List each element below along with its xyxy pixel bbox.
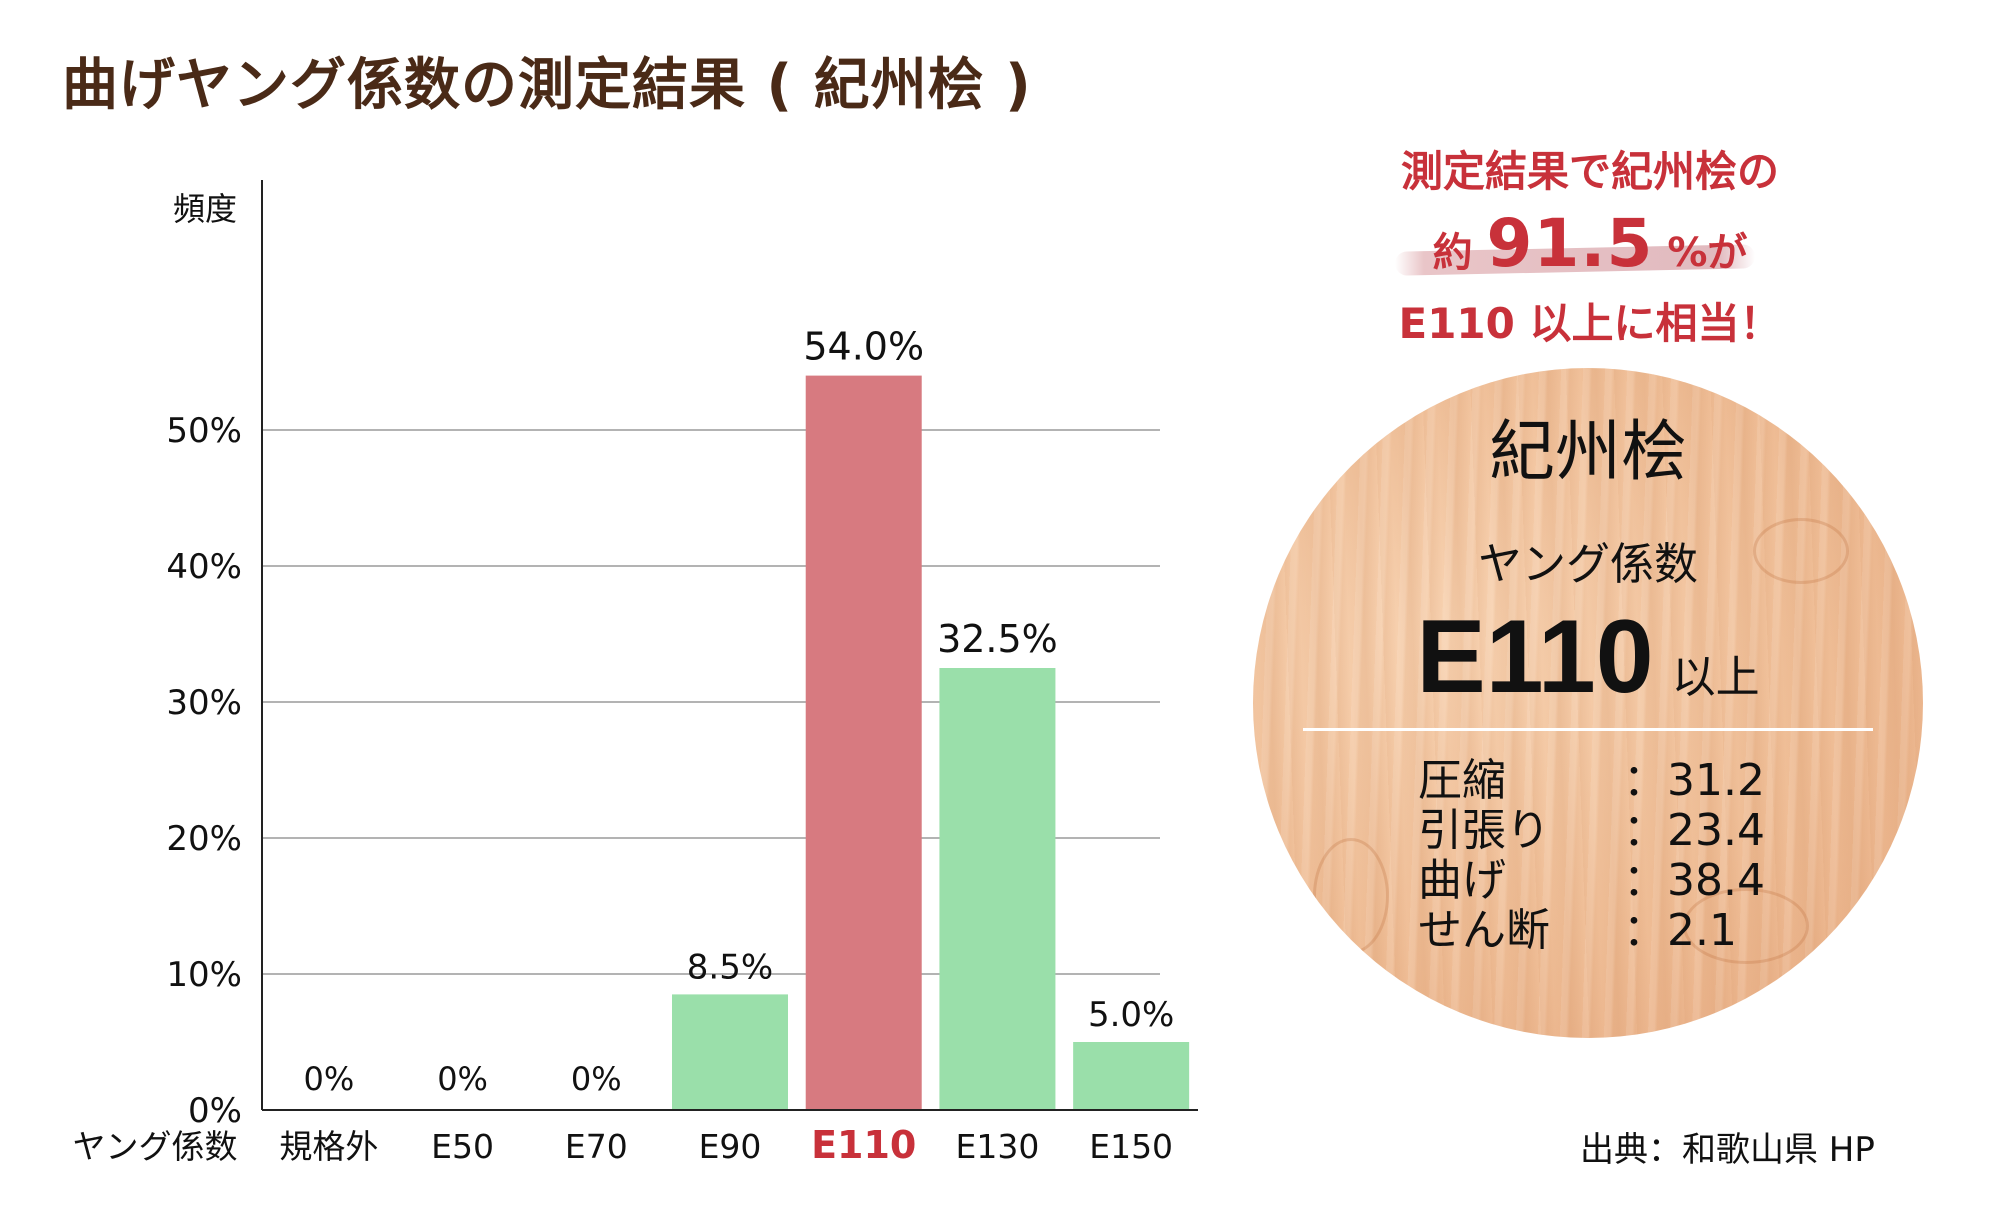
x-tick-label: E90 xyxy=(699,1127,762,1166)
x-tick-label: E110 xyxy=(811,1123,916,1167)
axes xyxy=(261,180,1198,1111)
callout-line-1: 測定結果で紀州桧の xyxy=(1400,147,1779,196)
strength-specs: 圧縮 ：31.2 引張り ：23.4 曲げ ：38.4 せん断 ：2.1 xyxy=(1418,756,1765,956)
x-tick-label: E50 xyxy=(431,1127,494,1166)
y-tick-label: 40% xyxy=(166,547,242,587)
wood-knot xyxy=(1313,838,1389,954)
y-axis-label: 頻度 xyxy=(173,190,237,228)
bar-E130 xyxy=(939,668,1056,1110)
bar-E150 xyxy=(1073,1042,1190,1110)
spec-label: せん断 xyxy=(1418,905,1550,956)
data-label: 5.0% xyxy=(1088,995,1174,1035)
wood-circle-panel: 紀州桧 ヤング係数 E110 以上 圧縮 ：31.2 引張り ：23.4 曲げ ：38.… xyxy=(1253,368,1923,1038)
x-tick-label: 規格外 xyxy=(279,1127,378,1166)
spec-value: ：23.4 xyxy=(1623,805,1765,856)
callout-percentage: 91.5 xyxy=(1486,205,1654,282)
y-tick-label: 30% xyxy=(166,683,242,723)
spec-label: 圧縮 xyxy=(1418,755,1506,806)
spec-label: 曲げ xyxy=(1418,855,1506,906)
data-label: 8.5% xyxy=(687,947,773,987)
y-tick-labels: 0% 10% 20% 30% 40% 50% xyxy=(166,411,242,1131)
data-labels: 0% 0% 0% 8.5% 54.0% 32.5% 5.0% xyxy=(303,325,1174,1098)
bar-E90 xyxy=(672,994,788,1110)
chart-title: 曲げヤング係数の測定結果 ( 紀州桧 ) xyxy=(62,53,1032,118)
y-tick-label: 0% xyxy=(188,1091,242,1131)
spec-row: 圧縮 ：31.2 xyxy=(1418,756,1765,806)
y-tick-label: 10% xyxy=(166,955,242,995)
callout-prefix: 約 xyxy=(1432,230,1473,276)
modulus-label: ヤング係数 xyxy=(1478,539,1698,590)
data-label: 0% xyxy=(303,1060,354,1098)
x-tick-label: E150 xyxy=(1089,1127,1173,1166)
callout-line-2: 約 91.5 %が xyxy=(1290,205,1890,282)
spec-label: 引張り xyxy=(1418,805,1550,856)
wood-name: 紀州桧 xyxy=(1489,413,1687,490)
x-tick-label: E130 xyxy=(956,1127,1040,1166)
y-tick-label: 20% xyxy=(166,819,242,859)
wood-knot xyxy=(1683,888,1809,964)
y-tick-label: 50% xyxy=(166,411,242,451)
source-note: 出典：和歌山県 HP xyxy=(1580,1130,1875,1170)
x-tick-label: E70 xyxy=(565,1127,628,1166)
bar-E110 xyxy=(805,375,922,1111)
grade-line: E110 以上 xyxy=(1253,598,1923,717)
spec-value: ：38.4 xyxy=(1623,855,1765,906)
divider xyxy=(1303,728,1873,731)
spec-row: せん断 ：2.1 xyxy=(1418,906,1765,956)
grade-value: E110 xyxy=(1416,599,1654,715)
wood-knot xyxy=(1753,518,1849,584)
data-label: 0% xyxy=(437,1060,488,1098)
spec-row: 曲げ ：38.4 xyxy=(1418,856,1765,906)
bars xyxy=(672,375,1190,1111)
spec-value: ：2.1 xyxy=(1623,905,1737,956)
callout-suffix: %が xyxy=(1667,230,1748,276)
data-label: 32.5% xyxy=(937,617,1058,661)
data-label: 0% xyxy=(571,1060,622,1098)
grade-suffix: 以上 xyxy=(1671,652,1760,703)
x-axis-label: ヤング係数 xyxy=(73,1127,238,1166)
x-tick-labels: 規格外 E50 E70 E90 E110 E130 E150 xyxy=(279,1123,1173,1167)
callout-line-3: E110 以上に相当！ xyxy=(1398,299,1782,348)
spec-value: ：31.2 xyxy=(1623,755,1765,806)
data-label: 54.0% xyxy=(803,325,924,369)
spec-row: 引張り ：23.4 xyxy=(1418,806,1765,856)
